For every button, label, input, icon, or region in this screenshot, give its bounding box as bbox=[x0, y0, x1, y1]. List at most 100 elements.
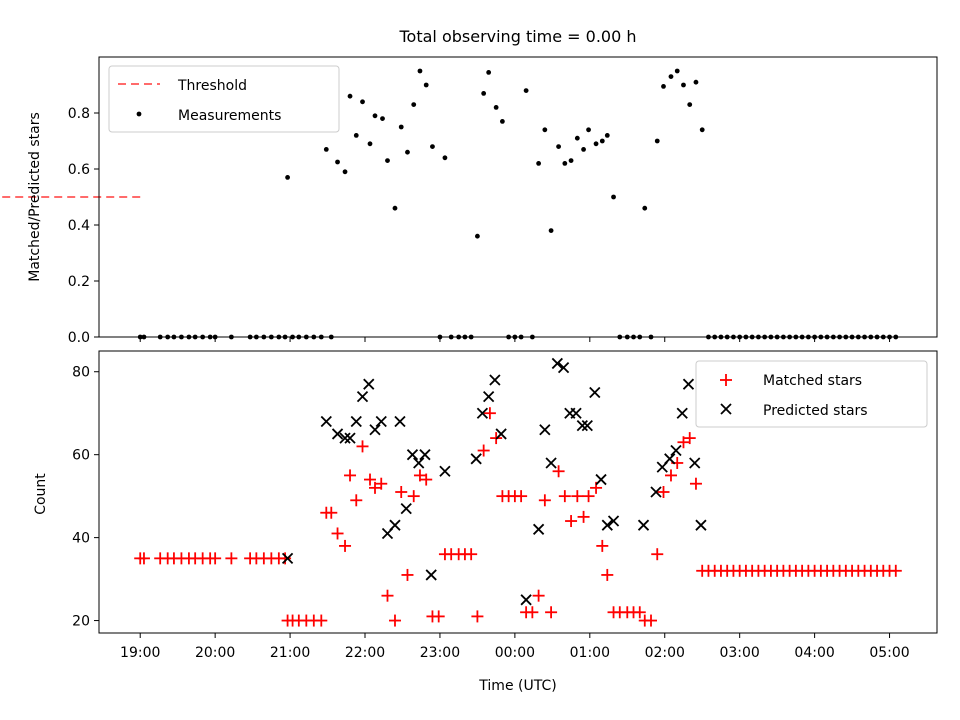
matched-star-point bbox=[677, 436, 690, 449]
predicted-legend-swatch bbox=[720, 403, 732, 415]
measurement-point bbox=[423, 82, 429, 88]
matched-star-point bbox=[209, 552, 222, 565]
predicted-legend-label: Predicted stars bbox=[763, 403, 868, 419]
measurement-point bbox=[367, 141, 373, 147]
matched-star-point bbox=[664, 469, 677, 482]
matched-star-point bbox=[413, 469, 426, 482]
predicted-star-point bbox=[425, 569, 437, 581]
measurement-point bbox=[536, 161, 542, 166]
predicted-star-point bbox=[369, 424, 381, 436]
measurement-point bbox=[523, 88, 529, 93]
matched-star-point bbox=[388, 614, 401, 627]
predicted-star-point bbox=[557, 361, 570, 374]
matched-star-point bbox=[395, 486, 408, 498]
measurement-point bbox=[417, 68, 423, 74]
matched-star-point bbox=[381, 589, 394, 602]
x-tick-label: 04:00 bbox=[794, 645, 834, 661]
measurement-point bbox=[335, 159, 340, 165]
matched-star-point bbox=[375, 477, 388, 490]
matched-star-point bbox=[532, 589, 545, 602]
x-tick-label: 19:00 bbox=[120, 645, 160, 661]
matched-star-point bbox=[657, 486, 670, 498]
predicted-star-point bbox=[539, 424, 551, 436]
bottom-points bbox=[134, 357, 902, 627]
matched-star-point bbox=[279, 552, 292, 565]
matched-legend-swatch bbox=[720, 374, 732, 386]
measurement-point bbox=[411, 102, 417, 107]
matched-star-point bbox=[889, 564, 902, 577]
predicted-star-point bbox=[363, 378, 375, 390]
matched-star-point bbox=[432, 610, 445, 623]
predicted-star-point bbox=[331, 428, 344, 440]
x-tick-label: 05:00 bbox=[869, 645, 909, 661]
matched-star-point bbox=[137, 552, 150, 565]
predicted-star-point bbox=[589, 386, 601, 399]
matched-star-point bbox=[601, 568, 614, 581]
top-y-tick-label: 0.4 bbox=[68, 218, 90, 234]
threshold-legend-label: Threshold bbox=[177, 78, 247, 94]
predicted-star-point bbox=[400, 502, 412, 515]
matched-star-point bbox=[471, 610, 484, 623]
x-tick-label: 23:00 bbox=[420, 645, 460, 661]
measurement-point bbox=[574, 135, 580, 141]
bottom-y-axis-label: Count bbox=[33, 473, 49, 515]
matched-star-point bbox=[465, 548, 478, 561]
bottom-y-tick-label: 20 bbox=[72, 614, 90, 630]
matched-star-point bbox=[683, 432, 696, 445]
x-tick-label: 02:00 bbox=[645, 645, 685, 661]
measurement-point bbox=[347, 93, 353, 99]
matched-star-point bbox=[545, 606, 558, 619]
predicted-star-point bbox=[483, 390, 495, 403]
measurement-point bbox=[568, 158, 574, 164]
measurement-point bbox=[486, 70, 492, 75]
top-x-ticks bbox=[139, 337, 891, 342]
measurement-point bbox=[681, 82, 686, 88]
top-y-ticks: 0.0 0.2 0.4 0.6 0.8 bbox=[68, 106, 99, 346]
x-tick-label: 21:00 bbox=[270, 645, 310, 661]
bottom-y-ticks: 20 40 60 80 bbox=[72, 365, 99, 630]
predicted-star-point bbox=[581, 420, 593, 432]
matched-star-point bbox=[515, 490, 528, 503]
x-tick-label: 22:00 bbox=[345, 645, 385, 661]
measurement-point bbox=[398, 124, 404, 130]
measurement-point bbox=[493, 105, 499, 110]
measurement-point bbox=[654, 138, 660, 144]
measurement-point bbox=[548, 228, 554, 234]
measurement-point bbox=[604, 133, 610, 138]
top-y-axis-label: Matched/Predicted stars bbox=[27, 112, 43, 282]
matched-star-point bbox=[633, 606, 646, 619]
predicted-star-point bbox=[470, 453, 482, 465]
top-y-tick-label: 0.2 bbox=[68, 274, 90, 290]
predicted-star-point bbox=[356, 390, 369, 403]
predicted-star-point bbox=[406, 449, 419, 461]
predicted-star-point bbox=[489, 374, 501, 386]
measurement-point bbox=[342, 169, 348, 175]
predicted-star-point bbox=[495, 428, 507, 440]
matched-star-point bbox=[401, 568, 414, 581]
bottom-plot-frame bbox=[98, 350, 938, 634]
measurements-legend-swatch bbox=[136, 111, 142, 117]
predicted-star-point bbox=[682, 378, 695, 390]
x-tick-label: 00:00 bbox=[495, 645, 535, 661]
predicted-star-point bbox=[476, 407, 489, 419]
matched-star-point bbox=[420, 473, 433, 486]
predicted-star-point bbox=[281, 552, 294, 564]
measurement-point bbox=[323, 147, 329, 152]
measurement-point bbox=[475, 233, 480, 239]
top-legend-box bbox=[108, 65, 340, 133]
figure-title: Total observing time = 0.00 h bbox=[398, 27, 636, 46]
top-legend: Threshold Measurements bbox=[108, 65, 340, 133]
measurements-legend-label: Measurements bbox=[178, 108, 281, 124]
bottom-y-tick-label: 40 bbox=[72, 531, 90, 547]
bottom-legend-box bbox=[695, 360, 928, 428]
measurement-point bbox=[674, 68, 680, 74]
matched-star-point bbox=[225, 552, 238, 565]
predicted-star-point bbox=[375, 415, 387, 428]
matched-star-point bbox=[577, 510, 590, 523]
bottom-panel: 20 40 60 80 19:00 20:00 21:00 22:00 23:00 00:00 0… bbox=[33, 350, 938, 694]
measurement-point bbox=[556, 144, 561, 150]
measurement-point bbox=[542, 127, 548, 133]
predicted-star-point bbox=[532, 523, 545, 535]
top-y-tick-label: 0.6 bbox=[68, 162, 90, 178]
predicted-star-point bbox=[595, 473, 607, 486]
